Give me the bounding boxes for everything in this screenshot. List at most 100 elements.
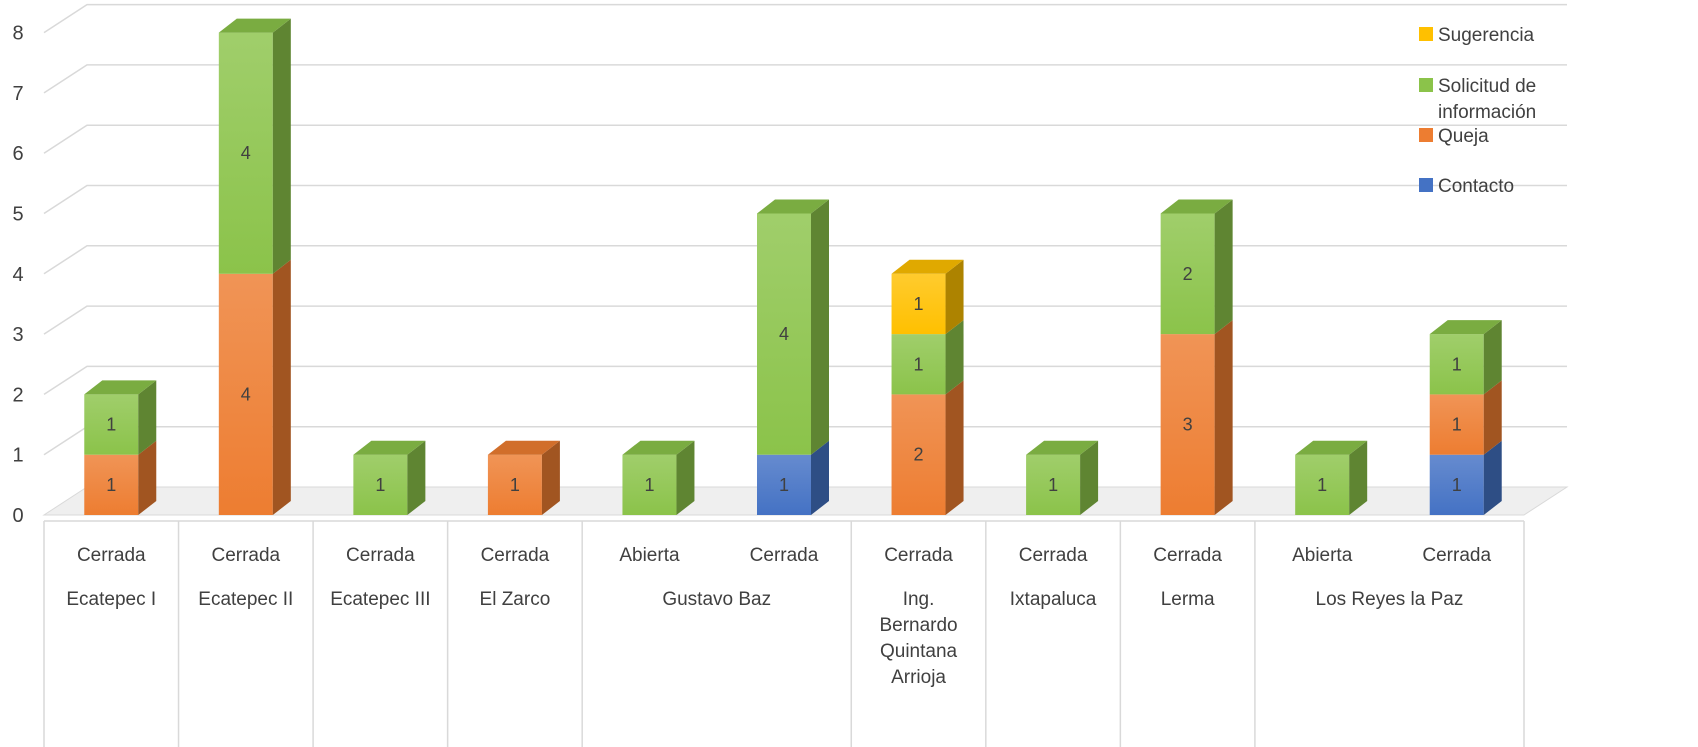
category-label-3: Cerrada — [346, 545, 415, 566]
group-label-ecatepec-iii: Ecatepec III — [330, 589, 430, 610]
legend: Sugerencia Solicitud de información Queja Co… — [1419, 25, 1536, 197]
data-label-queja-1: 1 — [106, 475, 116, 495]
data-label-solicitud-de-informacion-7: 1 — [914, 354, 924, 374]
bar-segment-contacto-6: 1 — [757, 440, 829, 515]
legend-swatch-queja — [1419, 128, 1433, 142]
category-label-5: Abierta — [619, 545, 680, 566]
category-label-9: Cerrada — [1153, 545, 1222, 566]
legend-swatch-solicitud-de-informacion — [1419, 78, 1433, 92]
bar-stack-8: 1 — [1026, 440, 1099, 515]
data-label-solicitud-de-informacion-3: 1 — [375, 475, 385, 495]
data-label-contacto-11: 1 — [1452, 475, 1462, 495]
y-tick-label-0: 0 — [12, 505, 23, 527]
legend-item-queja: Queja — [1419, 126, 1489, 147]
data-label-solicitud-de-informacion-2: 4 — [241, 143, 251, 163]
bar-segment-solicitud-de-informacion-9: 2 — [1160, 199, 1233, 335]
bar-segment-solicitud-de-informacion-10: 1 — [1295, 440, 1368, 515]
category-label-11: Cerrada — [1422, 545, 1491, 566]
bar-stack-3: 1 — [353, 440, 426, 515]
gridline-3 — [43, 305, 1567, 335]
bar-segment-solicitud-de-informacion-11: 1 — [1429, 320, 1502, 395]
gridline-2 — [43, 365, 1567, 396]
bar-segment-sugerencia-7: 1 — [891, 259, 964, 335]
bar-segment-queja-1: 1 — [84, 440, 157, 515]
gridline-6 — [43, 124, 1567, 154]
category-label-2: Cerrada — [211, 545, 280, 566]
data-label-solicitud-de-informacion-5: 1 — [644, 475, 654, 495]
bar-stack-6: 14 — [757, 199, 829, 515]
data-label-solicitud-de-informacion-10: 1 — [1317, 475, 1327, 495]
bar-segment-queja-7: 2 — [891, 380, 964, 515]
group-label-ecatepec-i: Ecatepec I — [66, 589, 156, 610]
data-label-solicitud-de-informacion-8: 1 — [1048, 475, 1058, 495]
legend-item-contacto: Contacto — [1419, 176, 1514, 197]
group-label-el-zarco: El Zarco — [480, 589, 551, 610]
y-tick-label-2: 2 — [12, 384, 23, 406]
y-tick-label-3: 3 — [12, 324, 23, 346]
y-tick-label-4: 4 — [12, 264, 23, 286]
category-label-6: Cerrada — [750, 545, 819, 566]
group-label-los-reyes-la-paz: Los Reyes la Paz — [1316, 589, 1464, 610]
bar-segment-queja-4: 1 — [487, 440, 560, 515]
bar-stack-4: 1 — [487, 440, 560, 515]
bar-stack-2: 44 — [218, 18, 291, 515]
category-table: Cerrada Ecatepec I Cerrada Ecatepec II Cerra… — [43, 520, 1525, 747]
y-tick-label-8: 8 — [12, 23, 23, 45]
bar-segment-queja-9: 3 — [1160, 320, 1233, 515]
data-label-queja-7: 2 — [914, 445, 924, 465]
bar-stack-7: 2 1 1 — [891, 259, 964, 515]
bar-stack-10: 1 — [1295, 440, 1368, 515]
legend-swatch-sugerencia — [1419, 27, 1433, 41]
bar-segment-solicitud-de-informacion-5: 1 — [622, 440, 695, 515]
group-label-ing-bernardo-quintana-arrioja: Ing. Bernardo Quintana Arrioja — [879, 589, 957, 688]
bar-stack-9: 32 — [1160, 199, 1233, 515]
legend-item-sugerencia: Sugerencia — [1419, 25, 1535, 46]
data-label-queja-2: 4 — [241, 384, 251, 404]
y-tick-label-1: 1 — [12, 445, 23, 467]
y-tick-label-7: 7 — [12, 83, 23, 105]
axis-layer: 0 1 2 3 4 5 6 7 8 — [12, 23, 23, 527]
y-tick-label-6: 6 — [12, 143, 23, 165]
bar-segment-solicitud-de-informacion-3: 1 — [353, 440, 426, 515]
bar-segment-solicitud-de-informacion-7: 1 — [891, 320, 964, 395]
group-label-ecatepec-ii: Ecatepec II — [198, 589, 293, 610]
category-label-1: Cerrada — [77, 545, 146, 566]
y-tick-label-5: 5 — [12, 204, 23, 226]
gridline-5 — [43, 184, 1567, 215]
group-label-ixtapaluca: Ixtapaluca — [1010, 589, 1097, 610]
bar-segment-solicitud-de-informacion-1: 1 — [84, 380, 157, 455]
bar-segment-queja-11: 1 — [1429, 380, 1502, 455]
gridline-4 — [43, 245, 1567, 275]
data-label-contacto-6: 1 — [779, 475, 789, 495]
category-label-7: Cerrada — [884, 545, 953, 566]
gridline-7 — [43, 64, 1567, 94]
gridline-8 — [43, 3, 1567, 34]
bar-segment-solicitud-de-informacion-2: 4 — [218, 18, 291, 274]
data-label-solicitud-de-informacion-1: 1 — [106, 415, 116, 435]
bar-stack-5: 1 — [622, 440, 695, 515]
bar-segment-queja-2: 4 — [218, 259, 291, 515]
data-label-queja-9: 3 — [1183, 415, 1193, 435]
bar-stack-11: 1 1 1 — [1429, 320, 1502, 515]
data-label-sugerencia-7: 1 — [914, 294, 924, 314]
category-label-4: Cerrada — [481, 545, 550, 566]
data-label-solicitud-de-informacion-11: 1 — [1452, 354, 1462, 374]
data-label-queja-4: 1 — [510, 475, 520, 495]
bar-stack-1: 11 — [84, 380, 157, 515]
data-label-solicitud-de-informacion-6: 4 — [779, 324, 789, 344]
bar-segment-solicitud-de-informacion-8: 1 — [1026, 440, 1099, 515]
legend-label-sugerencia: Sugerencia — [1438, 25, 1535, 46]
category-label-10: Abierta — [1292, 545, 1353, 566]
bar-segment-solicitud-de-informacion-6: 4 — [757, 199, 829, 455]
legend-swatch-contacto — [1419, 178, 1433, 192]
legend-label-solicitud-de-informacion: Solicitud de información — [1438, 76, 1536, 123]
legend-label-queja: Queja — [1438, 126, 1489, 147]
data-label-solicitud-de-informacion-9: 2 — [1183, 264, 1193, 284]
legend-item-solicitud-de-informacion: Solicitud de información — [1419, 76, 1536, 123]
data-label-queja-11: 1 — [1452, 415, 1462, 435]
group-label-gustavo-baz: Gustavo Baz — [662, 589, 771, 610]
legend-label-contacto: Contacto — [1438, 176, 1514, 197]
bar-segment-contacto-11: 1 — [1429, 440, 1502, 515]
